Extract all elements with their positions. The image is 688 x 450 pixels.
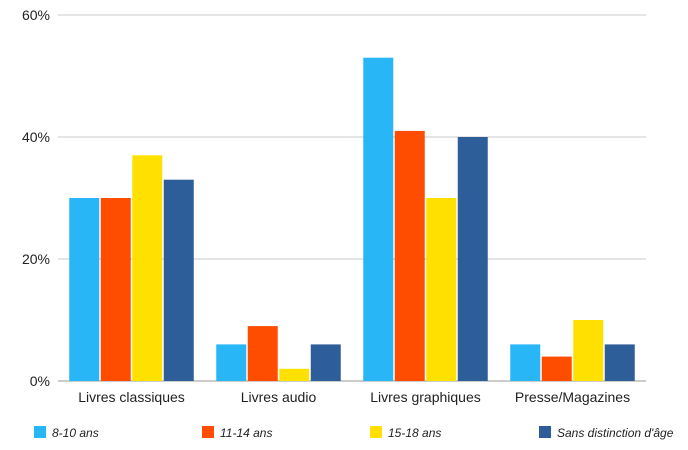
bar-2-3 bbox=[279, 368, 310, 381]
legend-item-4[interactable]: Sans distinction d'âge bbox=[539, 426, 674, 440]
x-tick-label: Livres audio bbox=[241, 389, 317, 405]
legend-item-2[interactable]: 11-14 ans bbox=[202, 426, 272, 440]
y-tick-label: 20% bbox=[22, 251, 50, 267]
bar-1-4 bbox=[163, 179, 194, 381]
legend-label: Sans distinction d'âge bbox=[557, 426, 674, 440]
bars bbox=[69, 57, 635, 381]
bar-3-4 bbox=[457, 137, 488, 381]
bar-1-1 bbox=[69, 198, 100, 381]
bar-3-3 bbox=[426, 198, 457, 381]
bar-4-4 bbox=[604, 344, 635, 381]
x-axis-ticks: Livres classiques Livres audio Livres grap… bbox=[78, 389, 630, 405]
y-tick-label: 40% bbox=[22, 129, 50, 145]
legend-swatch bbox=[202, 426, 214, 438]
bar-4-2 bbox=[541, 356, 572, 381]
legend-swatch bbox=[539, 426, 551, 438]
y-tick-label: 0% bbox=[30, 373, 50, 389]
bar-3-2 bbox=[394, 130, 425, 381]
legend-swatch bbox=[370, 426, 382, 438]
legend-label: 11-14 ans bbox=[220, 426, 272, 440]
bar-2-1 bbox=[216, 344, 247, 381]
x-tick-label: Livres graphiques bbox=[370, 389, 481, 405]
bar-1-3 bbox=[132, 155, 163, 381]
bar-3-1 bbox=[363, 57, 394, 381]
legend-item-1[interactable]: 8-10 ans bbox=[34, 426, 99, 440]
x-tick-label: Livres classiques bbox=[78, 389, 185, 405]
bar-4-3 bbox=[573, 320, 604, 381]
y-tick-label: 60% bbox=[22, 7, 50, 23]
legend-swatch bbox=[34, 426, 46, 438]
legend-label: 8-10 ans bbox=[52, 426, 99, 440]
y-axis-ticks: 0% 20% 40% 60% bbox=[22, 7, 50, 389]
bar-1-2 bbox=[100, 198, 131, 381]
x-tick-label: Presse/Magazines bbox=[515, 389, 630, 405]
bar-2-2 bbox=[247, 326, 278, 381]
bar-2-4 bbox=[310, 344, 341, 381]
legend-item-3[interactable]: 15-18 ans bbox=[370, 426, 441, 440]
bar-4-1 bbox=[510, 344, 541, 381]
legend[interactable]: 8-10 ans 11-14 ans 15-18 ans Sans distincti… bbox=[34, 426, 674, 440]
legend-label: 15-18 ans bbox=[388, 426, 441, 440]
